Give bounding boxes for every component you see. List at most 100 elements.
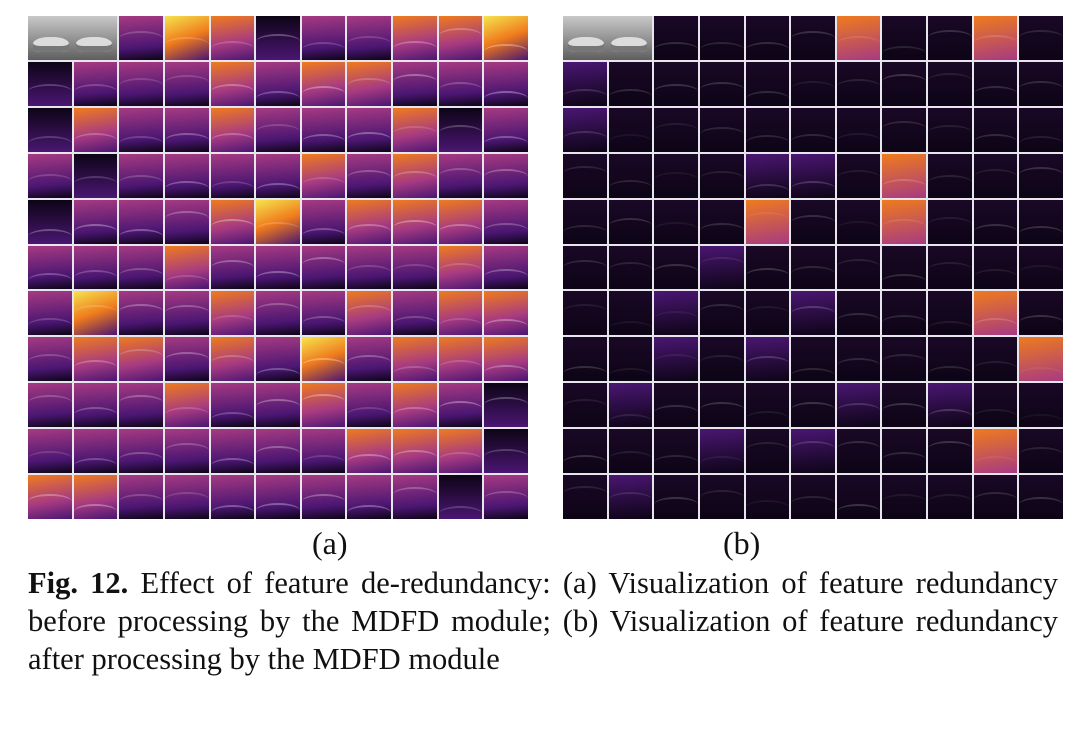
feature-map-tile: [393, 153, 437, 198]
feature-map-grid-b: [563, 16, 1063, 519]
feature-map-tile: [301, 429, 346, 474]
feature-map-tile: [699, 16, 744, 60]
feature-map-tile: [438, 337, 483, 382]
feature-map-tile: [608, 153, 653, 198]
feature-map-tile: [745, 429, 790, 474]
feature-map-tile: [164, 199, 209, 244]
feature-map-tile: [347, 107, 392, 152]
feature-map-tile: [119, 383, 163, 428]
feature-map-tile: [1019, 337, 1063, 382]
feature-map-tile: [393, 429, 437, 474]
feature-map-tile: [928, 61, 972, 106]
feature-map-tile: [256, 291, 300, 336]
feature-map-tile: [1019, 429, 1063, 474]
feature-map-tile: [882, 245, 927, 290]
feature-map-tile: [882, 153, 927, 198]
feature-map-grid-a: [28, 16, 528, 519]
feature-map-tile: [438, 475, 483, 519]
feature-map-tile: [745, 199, 790, 244]
feature-map-tile: [973, 61, 1018, 106]
panel-a-label: (a): [312, 525, 348, 561]
feature-map-tile: [73, 383, 118, 428]
feature-map-tile: [484, 153, 528, 198]
feature-map-tile: [73, 337, 118, 382]
feature-map-tile: [301, 199, 346, 244]
feature-map-tile: [928, 153, 972, 198]
feature-map-tile: [654, 429, 698, 474]
feature-map-tile: [608, 61, 653, 106]
feature-map-tile: [1019, 383, 1063, 428]
feature-map-tile: [256, 107, 300, 152]
feature-map-tile: [484, 107, 528, 152]
feature-map-tile: [256, 199, 300, 244]
feature-map-tile: [882, 16, 927, 60]
feature-map-tile: [973, 475, 1018, 519]
feature-map-tile: [210, 107, 255, 152]
feature-map-tile: [256, 383, 300, 428]
feature-map-tile: [393, 199, 437, 244]
feature-map-tile: [608, 107, 653, 152]
feature-map-tile: [73, 199, 118, 244]
feature-map-tile: [654, 61, 698, 106]
feature-map-tile: [164, 16, 209, 60]
feature-map-tile: [836, 337, 881, 382]
car-shape: [76, 36, 112, 52]
feature-map-tile: [438, 16, 483, 60]
feature-map-tile: [608, 383, 653, 428]
feature-map-tile: [608, 337, 653, 382]
feature-map-tile: [256, 61, 300, 106]
feature-map-tile: [210, 429, 255, 474]
feature-map-tile: [563, 383, 607, 428]
feature-map-tile: [882, 107, 927, 152]
feature-map-tile: [928, 245, 972, 290]
feature-map-tile: [347, 153, 392, 198]
feature-map-tile: [791, 16, 835, 60]
feature-map-tile: [973, 16, 1018, 60]
feature-map-tile: [836, 107, 881, 152]
feature-map-tile: [119, 107, 163, 152]
feature-map-tile: [210, 245, 255, 290]
feature-map-tile: [563, 429, 607, 474]
feature-map-tile: [438, 107, 483, 152]
feature-map-tile: [654, 337, 698, 382]
feature-map-tile: [484, 16, 528, 60]
feature-map-tile: [928, 429, 972, 474]
feature-map-tile: [1019, 61, 1063, 106]
feature-map-tile: [699, 153, 744, 198]
feature-map-tile: [973, 153, 1018, 198]
feature-map-tile: [484, 429, 528, 474]
feature-map-tile: [654, 153, 698, 198]
feature-map-tile: [836, 153, 881, 198]
feature-map-tile: [119, 475, 163, 519]
car-shape: [33, 36, 70, 52]
feature-map-tile: [438, 199, 483, 244]
feature-map-tile: [836, 383, 881, 428]
feature-map-tile: [164, 475, 209, 519]
feature-map-tile: [393, 383, 437, 428]
feature-map-tile: [210, 291, 255, 336]
feature-map-tile: [563, 107, 607, 152]
feature-map-tile: [210, 475, 255, 519]
feature-map-tile: [347, 429, 392, 474]
feature-map-tile: [393, 475, 437, 519]
feature-map-tile: [699, 245, 744, 290]
feature-map-tile: [119, 337, 163, 382]
feature-map-tile: [256, 337, 300, 382]
feature-map-tile: [608, 429, 653, 474]
feature-map-tile: [608, 475, 653, 519]
feature-map-tile: [301, 61, 346, 106]
feature-map-tile: [654, 475, 698, 519]
feature-map-tile: [745, 291, 790, 336]
feature-map-tile: [973, 107, 1018, 152]
feature-map-tile: [699, 475, 744, 519]
caption-text: Effect of feature de-redundancy: (a) Vis…: [28, 566, 1059, 676]
feature-map-tile: [973, 429, 1018, 474]
feature-map-tile: [563, 475, 607, 519]
feature-map-tile: [347, 291, 392, 336]
feature-map-tile: [164, 245, 209, 290]
feature-map-tile: [791, 291, 835, 336]
feature-map-tile: [119, 153, 163, 198]
feature-map-tile: [745, 475, 790, 519]
feature-map-tile: [973, 383, 1018, 428]
input-image-tile: [28, 16, 118, 60]
